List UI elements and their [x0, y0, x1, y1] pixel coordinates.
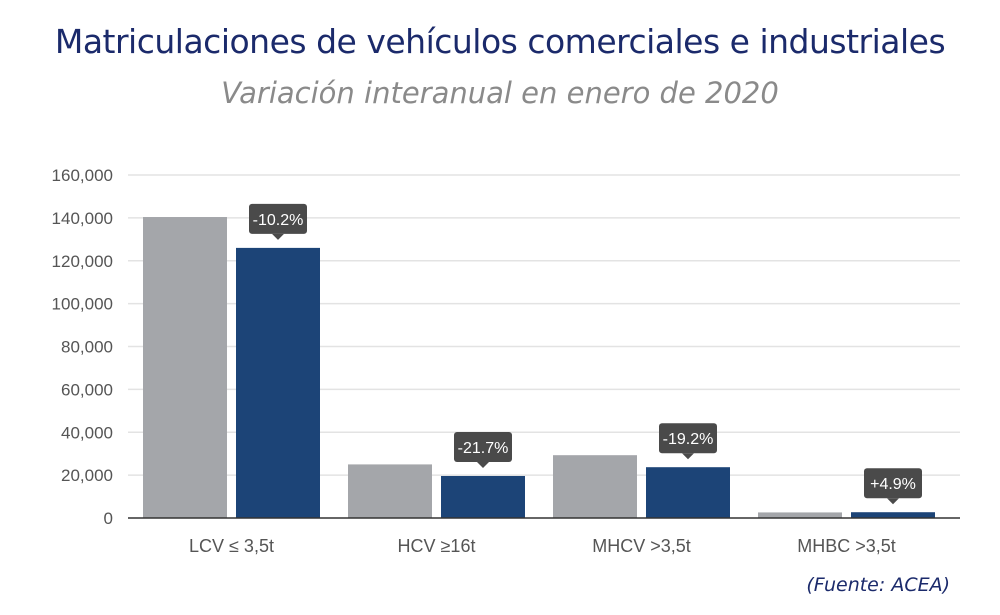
annotation-pointer	[887, 498, 899, 505]
y-tick-label: 40,000	[61, 423, 113, 442]
annotation-box	[659, 423, 717, 454]
bar-blue	[851, 512, 935, 518]
bar-blue	[646, 467, 730, 518]
annotation-box	[249, 203, 307, 234]
x-category-label: HCV ≥16t	[398, 536, 476, 556]
x-category-label: LCV ≤ 3,5t	[189, 536, 274, 556]
x-category-label: MHBC >3,5t	[797, 536, 896, 556]
bar-gray	[143, 217, 227, 518]
y-tick-label: 100,000	[52, 295, 113, 314]
x-category-label: MHCV >3,5t	[592, 536, 691, 556]
y-tick-label: 60,000	[61, 380, 113, 399]
bar-gray	[553, 455, 637, 518]
y-tick-label: 80,000	[61, 338, 113, 357]
y-tick-label: 20,000	[61, 466, 113, 485]
annotation-box	[864, 468, 922, 499]
chart-title: Matriculaciones de vehículos comerciales…	[54, 22, 946, 61]
annotation-label: +4.9%	[870, 476, 916, 493]
annotation-label: -10.2%	[253, 212, 304, 229]
annotation-box	[454, 431, 512, 462]
y-tick-label: 0	[104, 509, 113, 528]
y-tick-label: 160,000	[52, 166, 113, 185]
bar-gray	[758, 512, 842, 518]
source-note: (Fuente: ACEA)	[806, 574, 950, 596]
chart-subtitle: Variación interanual en enero de 2020	[221, 76, 779, 110]
bar-blue	[236, 247, 320, 518]
annotation-pointer	[682, 453, 694, 460]
annotation-pointer	[272, 233, 284, 240]
annotation-pointer	[477, 461, 489, 468]
bar-blue	[441, 475, 525, 518]
y-tick-label: 140,000	[52, 209, 113, 228]
annotation-label: -21.7%	[458, 440, 509, 457]
bar-gray	[348, 464, 432, 518]
annotation-label: -19.2%	[663, 431, 714, 448]
y-tick-label: 120,000	[52, 252, 113, 271]
